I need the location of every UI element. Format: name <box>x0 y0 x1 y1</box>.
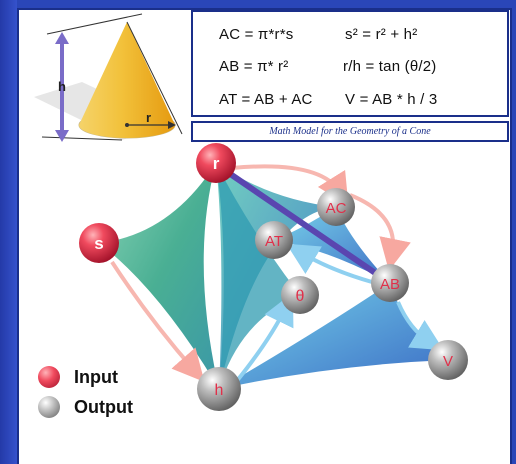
arrow-ab-to-v <box>396 301 444 351</box>
node-at-label: AT <box>265 233 283 250</box>
node-h: h <box>197 367 241 411</box>
node-ac-label: AC <box>326 200 347 217</box>
sheet-r-s-h <box>99 163 219 389</box>
arrow-s-to-h <box>110 260 205 383</box>
legend-output-label: Output <box>74 396 133 417</box>
legend-output: Output <box>38 396 133 418</box>
legend-input-dot <box>38 366 60 388</box>
arrow-r-to-ac <box>231 164 349 206</box>
node-ac: AC <box>317 188 355 226</box>
legend-input: Input <box>38 366 118 388</box>
node-r: r <box>196 143 236 183</box>
formula-ab: AB = π* r² <box>219 58 289 75</box>
sheet-r-theta-h <box>216 163 300 389</box>
node-v-label: V <box>443 353 453 370</box>
arrow-h-to-theta <box>234 292 294 384</box>
legend-output-dot <box>38 396 60 418</box>
node-h-label: h <box>215 382 224 399</box>
node-s-label: s <box>94 234 103 253</box>
cone-illustration <box>22 12 190 150</box>
link-r-ab <box>217 164 390 284</box>
node-theta: θ <box>281 276 319 314</box>
cone-radius-label: r <box>146 110 152 125</box>
sheet-h-ab-v <box>219 283 448 389</box>
formula-at: AT = AB + AC <box>219 91 313 108</box>
formula-r-over-h: r/h = tan (θ/2) <box>343 58 437 75</box>
node-at: AT <box>255 221 293 259</box>
arrow-ac-to-ab <box>349 193 411 271</box>
legend-input-label: Input <box>74 366 118 387</box>
arrow-ab-to-at <box>286 243 373 284</box>
diagram-caption: Math Model for the Geometry of a Cone <box>191 121 509 142</box>
node-ab: AB <box>371 264 409 302</box>
node-v: V <box>428 340 468 380</box>
node-ab-label: AB <box>380 276 400 293</box>
node-theta-label: θ <box>296 288 305 305</box>
formula-s-squared: s² = r² + h² <box>345 26 418 43</box>
cone-icon <box>34 13 183 142</box>
left-blue-strip <box>0 0 17 464</box>
formula-ac: AC = π*r*s <box>219 26 294 43</box>
formula-volume: V = AB * h / 3 <box>345 91 438 108</box>
node-r-label: r <box>213 154 220 173</box>
cone-height-label: h <box>58 79 66 94</box>
node-s: s <box>79 223 119 263</box>
formula-panel: AC = π*r*s s² = r² + h² AB = π* r² r/h =… <box>191 10 509 117</box>
